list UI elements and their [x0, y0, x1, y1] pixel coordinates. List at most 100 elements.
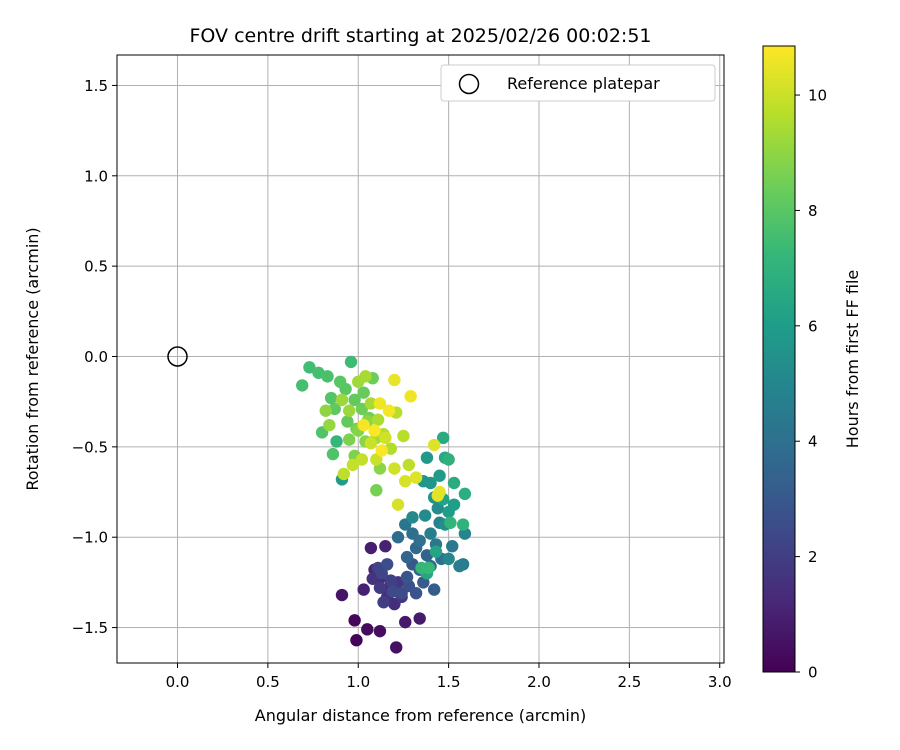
colorbar-tick-label: 4 [808, 433, 818, 451]
data-point [337, 467, 350, 481]
data-point [456, 518, 470, 531]
x-tick-label: 1.0 [346, 673, 370, 691]
data-point [404, 390, 417, 403]
data-point [442, 453, 455, 466]
data-point [431, 502, 444, 515]
data-point [355, 453, 369, 466]
data-point [375, 567, 388, 580]
data-point [418, 509, 432, 522]
data-point [400, 550, 414, 564]
data-point [348, 393, 361, 407]
data-point [388, 462, 401, 475]
x-tick-label: 2.0 [527, 673, 551, 691]
colorbar-tick-label: 2 [808, 548, 818, 566]
legend-label: Reference platepar [507, 74, 660, 93]
y-tick-label: 1.5 [84, 77, 108, 95]
data-point [350, 633, 363, 647]
data-point [344, 355, 358, 369]
data-point [343, 404, 356, 417]
colorbar: 0 2 4 6 8 10 Hours from first FF file [762, 45, 862, 682]
plot-frame [116, 54, 725, 664]
data-point [330, 435, 343, 448]
data-point [380, 558, 394, 571]
points-layer [296, 355, 472, 654]
data-point [373, 581, 387, 594]
y-tick-label: −1.0 [72, 529, 108, 547]
legend: Reference platepar [440, 64, 716, 102]
y-tick-label: 1.0 [84, 167, 108, 185]
data-point [390, 641, 403, 654]
colorbar-tick-label: 0 [808, 664, 818, 682]
data-point [368, 424, 381, 437]
legend-box [440, 64, 716, 102]
colorbar-gradient [762, 45, 796, 673]
data-point [373, 397, 387, 410]
data-point [424, 527, 437, 540]
y-tick-label: 0.0 [84, 348, 108, 366]
data-point [409, 587, 423, 600]
data-point [324, 391, 338, 405]
data-point [447, 476, 461, 490]
data-point [391, 498, 405, 511]
data-point [370, 484, 383, 497]
data-point [433, 485, 446, 499]
data-point [371, 413, 385, 426]
data-point [357, 583, 370, 596]
data-point [446, 540, 459, 553]
x-tick-label: 0.5 [256, 673, 280, 691]
data-point [326, 447, 340, 461]
data-point [444, 516, 457, 529]
data-point [319, 404, 332, 417]
x-tick-label: 1.5 [437, 673, 461, 691]
data-point [402, 458, 416, 472]
data-point [346, 458, 360, 472]
data-point [391, 531, 405, 544]
data-point [375, 444, 388, 457]
data-point [453, 559, 466, 573]
colorbar-tick-label: 6 [808, 317, 818, 335]
data-point [409, 471, 423, 484]
data-point [413, 534, 426, 548]
data-point [458, 487, 472, 501]
data-point [321, 370, 334, 383]
data-point [343, 433, 356, 446]
colorbar-label: Hours from first FF file [843, 270, 862, 449]
data-point [335, 588, 349, 602]
data-point [399, 474, 412, 488]
data-point [359, 370, 372, 383]
colorbar-tick-label: 8 [808, 202, 818, 220]
data-point [437, 431, 450, 445]
x-tick-label: 3.0 [708, 673, 732, 691]
data-point [379, 540, 392, 553]
data-point [397, 429, 410, 443]
data-point [447, 498, 461, 511]
data-point [335, 393, 349, 407]
data-point [355, 402, 369, 416]
data-point [400, 570, 414, 584]
colorbar-ticks: 0 2 4 6 8 10 [795, 87, 827, 682]
data-point [296, 379, 309, 392]
y-tick-label: 0.5 [84, 258, 108, 276]
data-point [341, 415, 354, 428]
y-axis: −1.5 −1.0 −0.5 0.0 0.5 1.0 1.5 [72, 77, 117, 637]
data-point [422, 561, 435, 575]
data-point [379, 431, 392, 445]
data-point [364, 437, 378, 450]
data-point [377, 596, 390, 609]
data-point [303, 361, 316, 374]
data-point [427, 438, 441, 452]
data-point [424, 476, 437, 490]
data-point [357, 418, 370, 432]
x-tick-label: 0.0 [166, 673, 190, 691]
data-point [429, 545, 443, 558]
data-point [413, 612, 426, 625]
data-point [399, 615, 412, 629]
y-tick-label: −1.5 [72, 619, 108, 637]
data-point [366, 572, 379, 585]
data-point [370, 453, 383, 466]
data-point [442, 552, 455, 566]
y-axis-label: Rotation from reference (arcmin) [23, 227, 42, 490]
legend-marker-circle-icon [458, 73, 480, 95]
x-tick-label: 2.5 [617, 673, 641, 691]
data-point [361, 623, 374, 636]
